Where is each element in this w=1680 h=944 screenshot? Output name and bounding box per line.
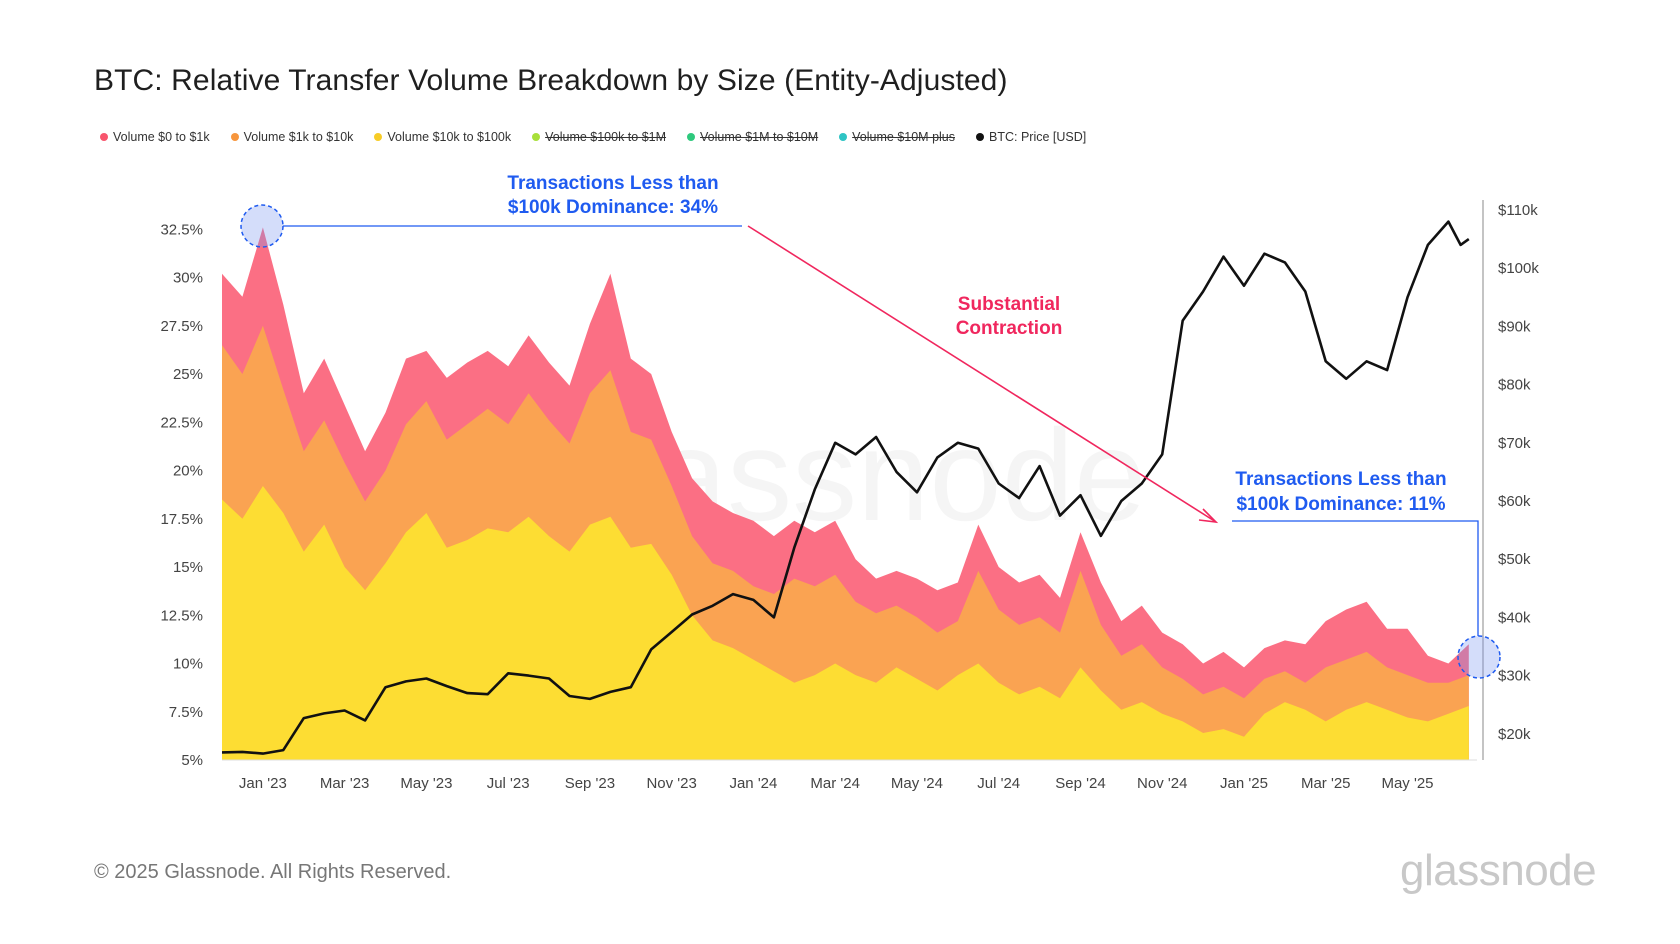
y-right-tick-label: $70k	[1498, 435, 1531, 452]
y-right-tick-label: $90k	[1498, 318, 1531, 335]
legend-label: Volume $1M to $10M	[700, 130, 819, 144]
y-right-tick-label: $100k	[1498, 260, 1539, 277]
legend-item[interactable]: Volume $0 to $1k	[100, 130, 210, 144]
x-tick-label: Jul '24	[977, 775, 1020, 792]
legend-item[interactable]: Volume $100k to $1M	[532, 130, 666, 144]
contraction-arrow-line	[747, 225, 1217, 523]
legend-label: Volume $0 to $1k	[113, 130, 210, 144]
legend-dot-icon	[374, 133, 383, 141]
legend-dot-icon	[532, 133, 541, 141]
legend-label: Volume $10M plus	[852, 130, 955, 144]
x-tick-label: Mar '25	[1301, 775, 1351, 792]
y-left-tick-label: 15%	[173, 559, 203, 576]
x-tick-label: Jan '25	[1220, 775, 1268, 792]
legend-dot-icon	[230, 133, 239, 141]
y-left-tick-label: 17.5%	[160, 511, 203, 528]
footer-logo: glassnode	[1400, 846, 1597, 895]
x-tick-label: Mar '23	[320, 775, 370, 792]
x-tick-label: Sep '24	[1055, 775, 1105, 792]
btc-price-line	[221, 220, 1470, 755]
legend-item[interactable]: Volume $10k to $100k	[374, 130, 511, 144]
x-tick-label: Sep '23	[565, 775, 615, 792]
y-left-tick-label: 20%	[173, 463, 203, 480]
y-right-tick-label: $20k	[1498, 726, 1531, 743]
legend-dot-icon	[976, 133, 984, 141]
y-right-tick-label: $80k	[1498, 377, 1531, 394]
x-tick-label: May '24	[891, 775, 943, 792]
y-right-tick-label: $30k	[1498, 668, 1531, 685]
contraction-arrow-head	[1198, 508, 1219, 524]
x-tick-label: Nov '24	[1137, 775, 1187, 792]
x-tick-label: Jul '23	[487, 775, 530, 792]
y-left-tick-label: 30%	[173, 270, 203, 287]
area-volume-10k-to-100k	[222, 486, 1469, 760]
y-left-tick-label: 32.5%	[160, 221, 203, 238]
legend-item[interactable]: Volume $1k to $10k	[230, 130, 354, 144]
annotation-bottom-line1: Transactions Less than	[1235, 469, 1446, 490]
footer-copyright: © 2025 Glassnode. All Rights Reserved.	[94, 861, 452, 883]
annotation-contraction-line1: Substantial	[958, 294, 1060, 315]
y-left-tick-label: 7.5%	[169, 704, 203, 721]
annotation-top-highlight-circle	[240, 204, 284, 248]
annotation-top-line2: $100k Dominance: 34%	[508, 197, 718, 218]
annotation-bottom-leader-line	[1232, 520, 1479, 636]
y-right-tick-label: $60k	[1498, 493, 1531, 510]
y-left-tick-label: 22.5%	[160, 414, 203, 431]
legend-item[interactable]: BTC: Price [USD]	[976, 130, 1086, 144]
legend-label: Volume $100k to $1M	[545, 130, 667, 144]
x-tick-label: Jan '24	[729, 775, 777, 792]
y-left-tick-label: 10%	[173, 656, 203, 673]
legend: Volume $0 to $1k Volume $1k to $10k Volume…	[100, 130, 1086, 144]
x-tick-label: Mar '24	[810, 775, 860, 792]
legend-dot-icon	[839, 133, 848, 141]
legend-dot-icon	[100, 133, 108, 141]
chart-title: BTC: Relative Transfer Volume Breakdown …	[94, 64, 1008, 97]
y-left-tick-label: 25%	[173, 366, 203, 383]
y-left-tick-label: 27.5%	[160, 318, 203, 335]
legend-item[interactable]: Volume $10M plus	[839, 130, 955, 144]
x-tick-label: Nov '23	[646, 775, 696, 792]
y-right-tick-label: $40k	[1498, 609, 1531, 626]
y-left-tick-label: 5%	[181, 752, 203, 769]
y-right-tick-label: $50k	[1498, 551, 1531, 568]
annotation-top-line1: Transactions Less than	[507, 173, 718, 194]
legend-item[interactable]: Volume $1M to $10M	[687, 130, 818, 144]
y-right-tick-label: $110k	[1498, 202, 1538, 219]
annotation-bottom-line2: $100k Dominance: 11%	[1236, 494, 1445, 515]
legend-dot-icon	[687, 133, 696, 141]
legend-label: Volume $10k to $100k	[387, 130, 512, 144]
legend-label: BTC: Price [USD]	[989, 130, 1087, 144]
x-tick-label: Jan '23	[239, 775, 287, 792]
y-left-tick-label: 12.5%	[160, 607, 203, 624]
annotation-contraction-line2: Contraction	[956, 318, 1063, 339]
annotation-bottom-highlight-circle	[1457, 635, 1501, 679]
x-tick-label: May '23	[400, 775, 452, 792]
x-tick-label: May '25	[1381, 775, 1433, 792]
legend-label: Volume $1k to $10k	[243, 130, 354, 144]
